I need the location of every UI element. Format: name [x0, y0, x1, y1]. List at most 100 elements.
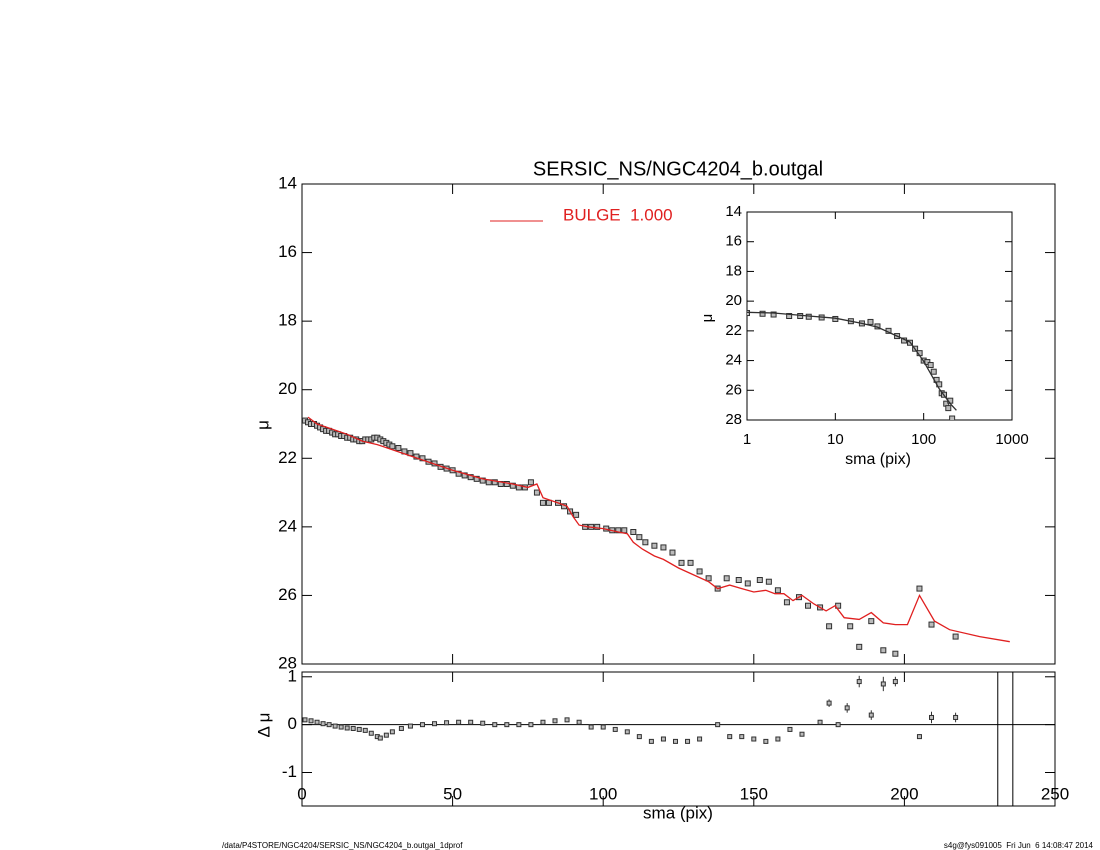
- data-point: [615, 527, 622, 534]
- data-point: [715, 722, 721, 728]
- data-point: [805, 602, 812, 609]
- y-tick-label: 28: [278, 653, 297, 672]
- data-point: [747, 310, 750, 317]
- data-point: [492, 722, 498, 728]
- data-point: [407, 723, 413, 729]
- y-tick-label: -1: [282, 762, 297, 781]
- data-point: [799, 731, 805, 737]
- data-point: [564, 717, 570, 723]
- plot-frame: [301, 183, 1056, 665]
- data-point: [880, 681, 886, 687]
- data-point: [573, 511, 580, 518]
- data-point: [308, 718, 314, 724]
- plot-area: [302, 416, 1010, 657]
- y-tick-label: 24: [278, 516, 297, 535]
- data-point: [600, 724, 606, 730]
- series-line: [307, 416, 1010, 643]
- data-point: [320, 721, 326, 727]
- x-tick-label: 1000: [995, 431, 1028, 448]
- data-point: [491, 479, 498, 486]
- data-point: [368, 730, 374, 736]
- x-axis-label: sma (pix): [845, 451, 911, 468]
- y-axis-label: μ: [699, 314, 716, 323]
- x-tick-label: 1: [743, 431, 751, 448]
- data-point: [880, 647, 887, 654]
- series-line: [747, 311, 957, 411]
- data-point: [302, 717, 308, 723]
- data-point: [419, 455, 426, 462]
- data-point: [636, 534, 643, 541]
- y-tick-label: 1: [288, 666, 297, 685]
- data-point: [332, 723, 338, 729]
- data-point: [735, 577, 742, 583]
- data-point: [660, 736, 666, 742]
- data-point: [952, 633, 959, 640]
- y-tick-label: 28: [725, 411, 742, 428]
- footer-left: /data/P4STORE/NGC4204/SERSIC_NS/NGC4204_…: [222, 841, 463, 850]
- data-point: [739, 734, 745, 740]
- data-point: [660, 544, 667, 551]
- legend-label: BULGE 1.000: [563, 205, 673, 224]
- y-tick-label: 16: [278, 242, 297, 261]
- data-point: [350, 725, 356, 731]
- data-point: [930, 368, 937, 375]
- data-point: [835, 722, 841, 728]
- data-point: [696, 568, 703, 575]
- data-point: [705, 575, 712, 582]
- data-point: [929, 714, 935, 720]
- data-point: [868, 618, 875, 625]
- data-point: [533, 489, 540, 496]
- footer-right: s4g@fys091005 Fri Jun 6 14:08:47 2014: [944, 841, 1094, 850]
- data-point: [927, 362, 934, 369]
- data-point: [844, 705, 850, 711]
- data-point: [826, 623, 833, 630]
- data-point: [473, 475, 480, 482]
- data-point: [539, 499, 546, 506]
- x-tick-label: 100: [911, 431, 936, 448]
- data-point: [509, 482, 516, 489]
- y-tick-label: 14: [278, 173, 297, 192]
- data-point: [763, 738, 769, 744]
- data-point: [856, 643, 863, 650]
- data-point: [552, 718, 558, 724]
- data-point: [765, 578, 772, 585]
- x-tick-label: 150: [740, 784, 768, 803]
- data-point: [314, 719, 320, 725]
- plot-area: [747, 310, 957, 420]
- data-point: [545, 499, 552, 506]
- data-point: [751, 736, 757, 742]
- y-tick-label: 22: [278, 448, 297, 467]
- x-tick-label: 0: [297, 784, 306, 803]
- data-point: [588, 724, 594, 730]
- y-axis-label: Δ μ: [254, 713, 273, 738]
- x-tick-label: 200: [890, 784, 918, 803]
- data-point: [576, 719, 582, 725]
- data-point: [945, 405, 952, 412]
- data-point: [787, 726, 793, 732]
- data-point: [377, 735, 383, 741]
- data-point: [467, 474, 474, 481]
- y-tick-label: 24: [725, 352, 742, 369]
- data-point: [867, 318, 874, 325]
- data-point: [621, 527, 628, 534]
- data-point: [383, 732, 389, 738]
- plot-area: [302, 672, 1055, 806]
- data-point: [389, 729, 395, 735]
- data-point: [669, 549, 676, 556]
- x-tick-label: 10: [827, 431, 844, 448]
- data-point: [826, 700, 832, 706]
- data-point: [685, 738, 691, 744]
- data-point: [642, 539, 649, 546]
- data-point: [624, 729, 630, 735]
- chart-title: SERSIC_NS/NGC4204_b.outgal: [533, 158, 823, 180]
- x-tick-label: 50: [443, 784, 462, 803]
- data-point: [770, 311, 777, 318]
- data-point: [723, 575, 730, 582]
- data-point: [516, 722, 522, 728]
- data-point: [648, 738, 654, 744]
- data-point: [612, 726, 618, 732]
- data-point: [928, 621, 935, 628]
- y-tick-label: 14: [725, 203, 742, 220]
- y-tick-label: 26: [725, 381, 742, 398]
